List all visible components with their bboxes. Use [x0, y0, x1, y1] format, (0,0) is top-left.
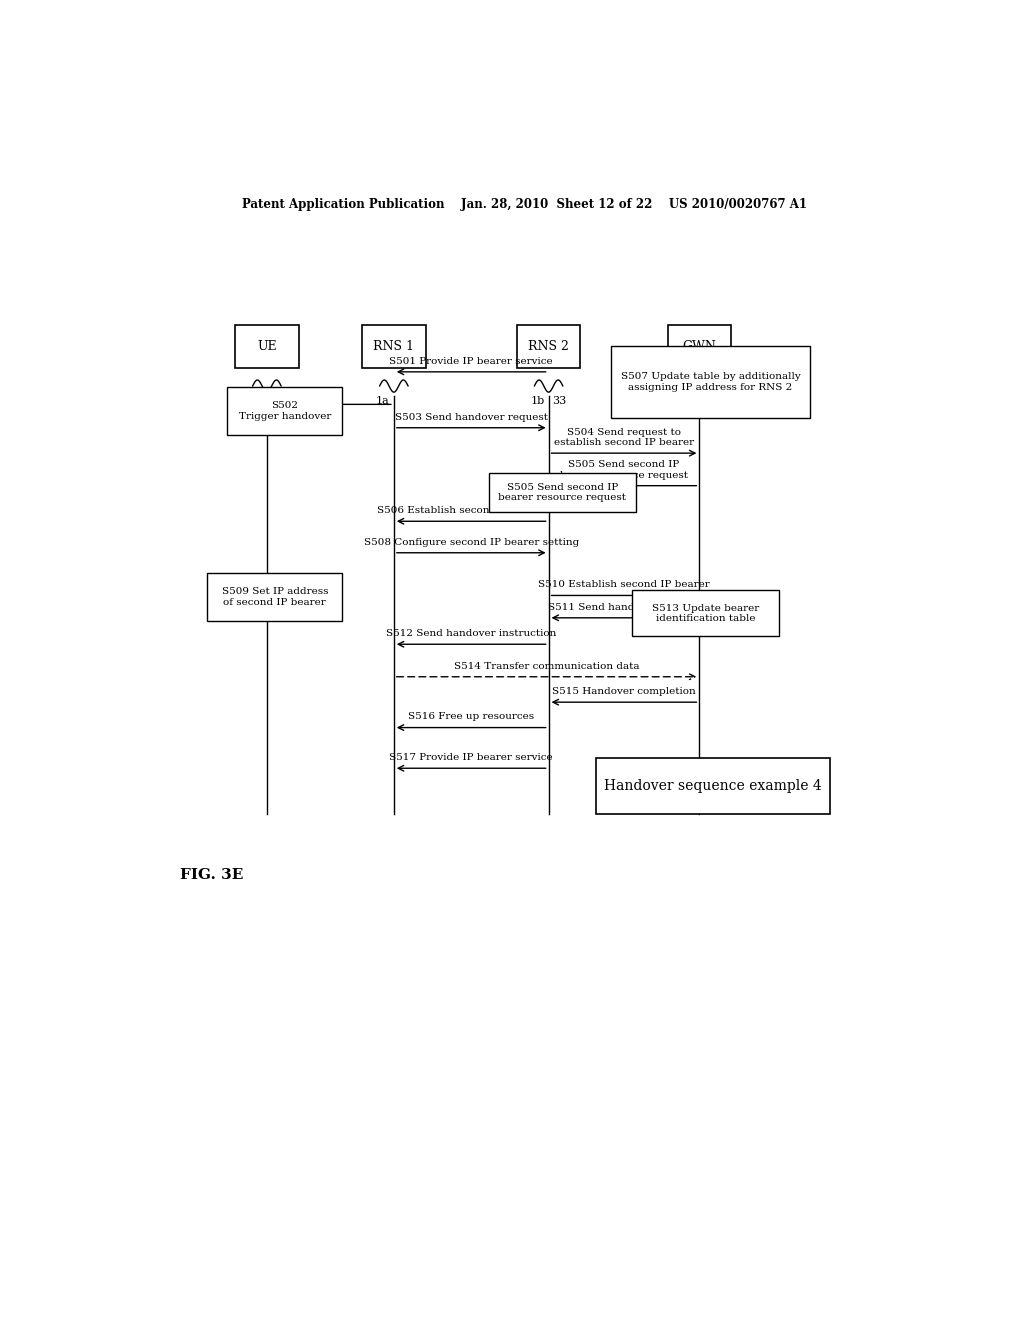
Text: S513 Update bearer
identification table: S513 Update bearer identification table	[651, 603, 759, 623]
Text: S505 Send second IP
bearer resource request: S505 Send second IP bearer resource requ…	[499, 483, 627, 503]
Text: UE: UE	[257, 341, 276, 352]
Text: 33: 33	[553, 396, 567, 407]
Text: S514 Transfer communication data: S514 Transfer communication data	[454, 661, 639, 671]
Text: 1b: 1b	[530, 396, 545, 407]
FancyBboxPatch shape	[236, 325, 299, 368]
FancyBboxPatch shape	[207, 573, 342, 620]
Text: S517 Provide IP bearer service: S517 Provide IP bearer service	[389, 754, 553, 762]
FancyBboxPatch shape	[489, 474, 636, 512]
Text: S516 Free up resources: S516 Free up resources	[409, 713, 535, 722]
Text: S506 Establish second radio bearer: S506 Establish second radio bearer	[377, 506, 565, 515]
Text: 7: 7	[256, 396, 263, 407]
Text: S504 Send request to
establish second IP bearer: S504 Send request to establish second IP…	[554, 428, 694, 447]
FancyBboxPatch shape	[632, 590, 778, 636]
FancyBboxPatch shape	[596, 758, 830, 814]
Text: S510 Establish second IP bearer: S510 Establish second IP bearer	[539, 581, 710, 589]
Text: S512 Send handover instruction: S512 Send handover instruction	[386, 630, 556, 638]
Text: S511 Send handover request: S511 Send handover request	[548, 603, 700, 611]
Text: S503 Send handover request: S503 Send handover request	[394, 413, 548, 421]
FancyBboxPatch shape	[362, 325, 426, 368]
Text: Handover sequence example 4: Handover sequence example 4	[604, 779, 822, 793]
Text: RNS 1: RNS 1	[374, 341, 415, 352]
Text: S505 Send second IP
bearer resource request: S505 Send second IP bearer resource requ…	[560, 461, 688, 479]
FancyBboxPatch shape	[668, 325, 731, 368]
Text: S509 Set IP address
of second IP bearer: S509 Set IP address of second IP bearer	[221, 587, 328, 607]
Text: 1a: 1a	[376, 396, 390, 407]
Text: Patent Application Publication    Jan. 28, 2010  Sheet 12 of 22    US 2010/00207: Patent Application Publication Jan. 28, …	[243, 198, 807, 211]
Text: S508 Configure second IP bearer setting: S508 Configure second IP bearer setting	[364, 537, 579, 546]
Text: S515 Handover completion: S515 Handover completion	[552, 688, 696, 696]
Text: S507 Update table by additionally
assigning IP address for RNS 2: S507 Update table by additionally assign…	[621, 372, 801, 392]
Text: S501 Provide IP bearer service: S501 Provide IP bearer service	[389, 356, 553, 366]
Text: FIG. 3E: FIG. 3E	[179, 869, 243, 882]
FancyBboxPatch shape	[517, 325, 581, 368]
FancyBboxPatch shape	[610, 346, 811, 417]
FancyBboxPatch shape	[227, 387, 342, 434]
Text: GWN: GWN	[682, 341, 717, 352]
Text: RNS 2: RNS 2	[528, 341, 569, 352]
Text: S502
Trigger handover: S502 Trigger handover	[239, 401, 331, 421]
